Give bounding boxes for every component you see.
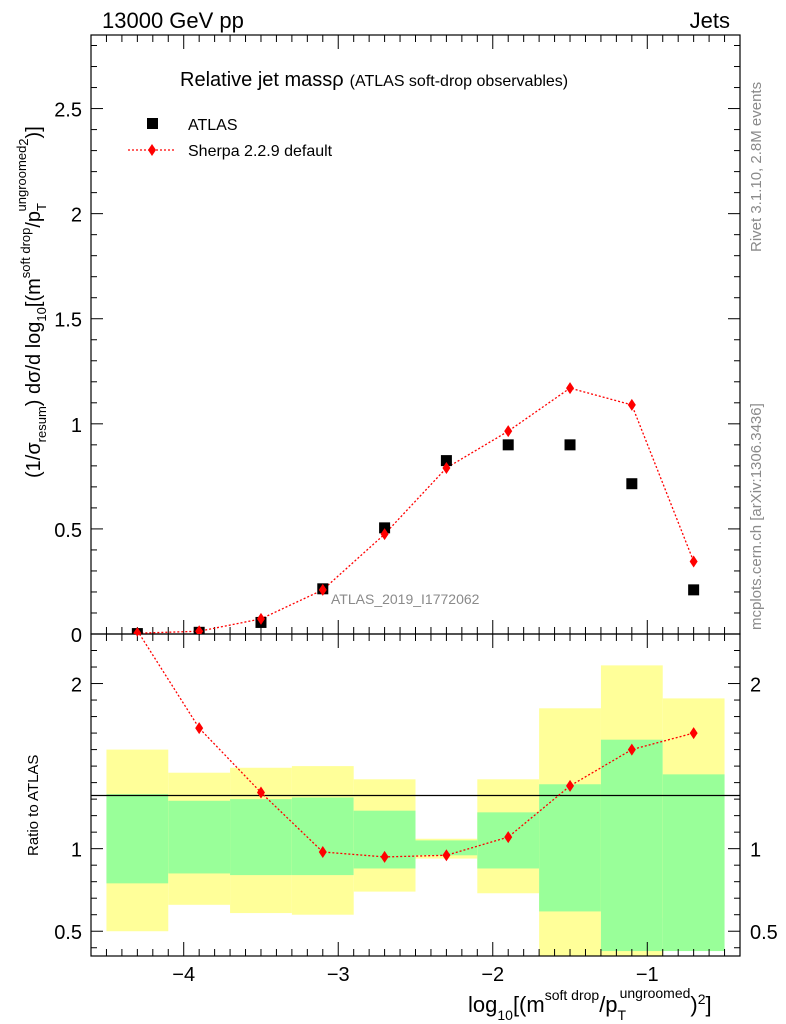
ratio-band-inner <box>291 797 354 876</box>
ylabel-sub-10: 10 <box>34 307 49 321</box>
ratio-y-tick-label-right: 0.5 <box>750 922 778 944</box>
mc-point <box>689 555 698 568</box>
mc-line <box>137 387 695 634</box>
xlabel-part1: [(m <box>513 992 545 1017</box>
xlabel-slash: /p <box>599 992 617 1017</box>
ylabel-sup-ungroomed: ungroomed <box>14 146 29 212</box>
mc-point <box>627 398 636 411</box>
main-y-tick-label: 0.5 <box>54 520 82 542</box>
mc-point <box>380 528 389 541</box>
ratio-band-inner <box>415 840 478 856</box>
mc-point <box>256 612 265 625</box>
ratio-band-inner <box>662 774 725 952</box>
mc-point <box>566 382 575 395</box>
ratio-y-tick-label-right: 1 <box>750 840 761 862</box>
legend-data-label: ATLAS <box>188 117 238 134</box>
ratio-band-inner <box>539 784 601 912</box>
ylabel-sup-2: 2 <box>16 138 31 145</box>
mcplots-label: mcplots.cern.ch [arXiv:1306.3436] <box>748 403 765 630</box>
ratio-uncertainty-bands <box>106 665 725 956</box>
data-point <box>564 439 576 451</box>
ratio-mc-point <box>689 727 698 740</box>
ratio-band-inner <box>230 799 292 876</box>
x-tick-label: −4 <box>172 964 195 986</box>
ratio-data-layer <box>135 634 698 863</box>
ratio-y-tick-label: 1 <box>71 840 82 862</box>
ratio-mc-point <box>318 845 327 858</box>
x-tick-label: −1 <box>636 964 659 986</box>
ratio-y-tick-label: 2 <box>71 675 82 697</box>
ylabel-sub-resum: resum <box>34 406 49 442</box>
rivet-label: Rivet 3.1.10, 2.8M events <box>748 82 765 252</box>
mc-point <box>318 583 327 596</box>
ratio-mc-point <box>566 779 575 792</box>
ylabel-sup-softdrop: soft drop <box>18 228 33 279</box>
ratio-y-axis-label: Ratio to ATLAS <box>25 755 42 856</box>
xlabel-close: ] <box>706 992 712 1017</box>
legend-data-marker <box>147 118 158 129</box>
ylabel-part1: ) dσ/d log <box>23 322 45 407</box>
ratio-mc-point <box>195 722 204 735</box>
plot-title: Relative jet massρ (ATLAS soft-drop obser… <box>180 69 568 91</box>
ratio-mc-point <box>135 634 140 637</box>
xlabel-paren: ) <box>690 992 697 1017</box>
main-data-layer <box>131 382 700 634</box>
legend-mc-marker <box>148 144 156 156</box>
mc-point <box>504 425 513 438</box>
xlabel-sub-10: 10 <box>497 1007 513 1023</box>
ratio-y-tick-label: 0.5 <box>54 922 82 944</box>
main-y-tick-label: 2.5 <box>54 100 82 122</box>
ylabel-part2: [(m <box>23 278 45 307</box>
main-y-tick-label: 1.5 <box>54 310 82 332</box>
ratio-mc-point <box>504 831 513 844</box>
data-point <box>440 455 452 467</box>
ratio-band-inner <box>106 794 169 884</box>
ylabel-sub-T: T <box>34 203 49 211</box>
data-point <box>688 584 700 596</box>
data-point <box>626 478 638 490</box>
xlabel-sub-T: T <box>618 1007 627 1023</box>
plot-title-sub: (ATLAS soft-drop observables) <box>350 73 568 90</box>
mc-point <box>195 625 204 634</box>
mc-point <box>133 627 142 634</box>
ylabel-close: )] <box>23 126 45 138</box>
ratio-band-inner <box>600 739 663 952</box>
ratio-mc-point <box>380 850 389 863</box>
energy-label: 13000 GeV pp <box>102 8 244 33</box>
x-tick-label: −3 <box>327 964 350 986</box>
x-axis-label: log10[(msoft drop/pTungroomed)2] <box>468 985 712 1023</box>
ratio-mc-point <box>627 743 636 756</box>
xlabel-sup-2: 2 <box>698 991 706 1007</box>
main-y-tick-label: 2 <box>71 205 82 227</box>
axis-tick-labels: 0 0.5 1 1.5 2 2.5 0.5 0.5 1 1 2 2 −4 −3 −2 −1 <box>54 100 778 986</box>
legend-mc-label: Sherpa 2.2.9 default <box>188 143 333 160</box>
analysis-tag: ATLAS_2019_I1772062 <box>331 591 480 607</box>
data-point <box>379 522 391 534</box>
main-y-tick-label: 0 <box>71 625 82 647</box>
main-y-tick-label: 1 <box>71 415 82 437</box>
ratio-mc-line <box>138 634 694 858</box>
ylabel-slash: /p <box>23 211 45 228</box>
ratio-mc-point <box>256 786 265 799</box>
ratio-y-tick-label-right: 2 <box>750 675 761 697</box>
xlabel-sup-ungroomed: ungroomed <box>620 985 691 1001</box>
x-tick-label: −2 <box>481 964 504 986</box>
data-point <box>502 439 514 451</box>
mc-point <box>442 461 451 474</box>
plot-title-main: Relative jet massρ <box>180 69 344 91</box>
main-y-axis-label: (1/σresum) dσ/d log10[(msoft drop/pTungr… <box>14 126 49 478</box>
ratio-band-inner <box>168 800 231 874</box>
xlabel-sup-softdrop: soft drop <box>545 987 600 1003</box>
process-label: Jets <box>690 8 730 33</box>
ratio-mc-point <box>442 849 451 862</box>
